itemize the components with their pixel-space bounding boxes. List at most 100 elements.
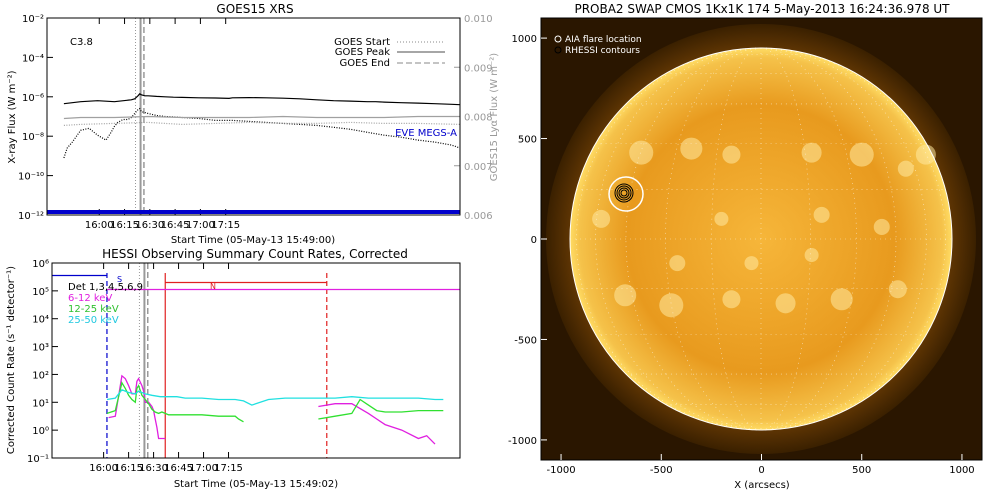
hessi-series-line (106, 381, 244, 423)
hessi-xtick-label: 16:30 (139, 463, 168, 474)
rhessi-contours (614, 183, 634, 203)
goes-ytick-right-label: 0.006 (464, 211, 493, 222)
swap-bright-region (849, 142, 874, 167)
swap-xtick-label: -500 (650, 465, 673, 476)
swap-xtick-label: -1000 (547, 465, 576, 476)
swap-bright-region (629, 140, 654, 165)
hessi-panel: HESSI Observing Summary Count Rates, Cor… (6, 247, 461, 490)
swap-legend: AIA flare location RHESSI contours (554, 35, 642, 56)
goes-ytick-right-label: 0.009 (464, 63, 493, 74)
goes-ytick-label: 10⁻¹² (18, 211, 44, 222)
goes-series-layer (47, 93, 461, 214)
swap-grid-longitude (760, 47, 946, 431)
hessi-ytick-label: 10⁵ (32, 287, 49, 298)
goes-class-label: C3.8 (70, 37, 93, 48)
goes-xlabel: Start Time (05-May-13 15:49:00) (171, 235, 335, 246)
goes-series-line (63, 121, 461, 126)
swap-grid-longitude (576, 47, 762, 431)
hessi-legend-12-25: 12-25 keV (68, 304, 119, 315)
swap-limb-circle (569, 47, 953, 431)
swap-bright-region (714, 211, 729, 226)
goes-legend-peak: GOES Peak (335, 47, 390, 58)
hessi-event-lines (106, 263, 328, 458)
swap-grid-longitude (665, 47, 762, 431)
hessi-legend-6-12: 6-12 keV (68, 293, 112, 304)
goes-ytick-label: 10⁻⁴ (22, 53, 44, 64)
hessi-flag-s: S (117, 275, 122, 284)
goes-ytick-label: 10⁻¹⁰ (18, 172, 44, 183)
swap-bright-region (888, 280, 907, 299)
swap-bright-region (659, 293, 684, 318)
hessi-series-line (318, 398, 444, 420)
swap-bright-region (669, 255, 686, 272)
swap-ytick-label: 500 (518, 135, 537, 146)
swap-xtick-label: 0 (758, 465, 764, 476)
swap-xtick-label: 1000 (949, 465, 974, 476)
goes-eve-label: EVE MEGS-A (395, 128, 457, 139)
goes-ytick-label: 10⁻² (22, 14, 44, 25)
aia-flare-location-circle (608, 176, 644, 212)
swap-grid-longitude (760, 47, 927, 431)
swap-bright-region (614, 284, 637, 307)
hessi-ytick-label: 10¹ (32, 398, 49, 409)
swap-panel: PROBA2 SWAP CMOS 1Kx1K 174 5-May-2013 16… (508, 2, 983, 491)
hessi-ylabel: Corrected Count Rate (s⁻¹ detector⁻¹) (6, 266, 17, 454)
goes-xtick-label: 16:30 (135, 220, 164, 231)
hessi-ytick-label: 10⁰ (32, 426, 49, 437)
goes-legend-end: GOES End (340, 58, 390, 69)
goes-xtick-label: 16:45 (161, 220, 190, 231)
swap-bright-region (722, 145, 741, 164)
hessi-legend: Det 1,3,4,5,6,9 6-12 keV 12-25 keV 25-50… (68, 282, 143, 326)
hessi-xtick-label: 16:45 (164, 463, 193, 474)
goes-ytick-label: 10⁻⁸ (22, 132, 44, 143)
hessi-xtick-label: 16:15 (114, 463, 143, 474)
hessi-legend-det: Det 1,3,4,5,6,9 (68, 282, 143, 293)
swap-tick-layer: -1000 -500 0 500 1000 1000 500 0 -500 -1000 (508, 34, 975, 476)
goes-title: GOES15 XRS (216, 2, 293, 16)
goes-xtick-label: 17:15 (211, 220, 240, 231)
swap-bright-region (804, 248, 819, 263)
hessi-flag-n: N (210, 282, 216, 291)
swap-coordinate-grid (570, 47, 952, 431)
hessi-plot-frame (51, 262, 461, 459)
goes-xtick-label: 16:15 (110, 220, 139, 231)
swap-bright-region (722, 290, 741, 309)
hessi-xtick-label: 17:15 (214, 463, 243, 474)
hessi-xlabel: Start Time (05-May-13 15:49:02) (174, 479, 338, 490)
swap-ytick-label: -500 (514, 335, 537, 346)
swap-bright-region (680, 137, 703, 160)
swap-bright-region (801, 142, 822, 163)
swap-grid-longitude (595, 47, 762, 431)
goes-legend-start: GOES Start (334, 37, 390, 48)
swap-bright-region (592, 209, 611, 228)
swap-bright-region (830, 288, 853, 311)
goes-ylabel: X-ray Flux (W m⁻²) (7, 70, 18, 163)
swap-bright-region (915, 144, 936, 165)
hessi-ytick-label: 10⁶ (32, 259, 49, 270)
goes-ytick-right-label: 0.008 (464, 113, 493, 124)
goes-ytick-label: 10⁻⁶ (22, 93, 44, 104)
hessi-series-layer (52, 274, 460, 445)
hessi-series-line (318, 403, 436, 445)
goes-ylabel-right: GOES15 Lyα Flux (W m⁻²) (489, 53, 500, 181)
goes-ytick-right-label: 0.007 (464, 162, 493, 173)
goes-series-line (63, 115, 460, 120)
swap-bright-region (744, 256, 759, 271)
hessi-ytick-label: 10³ (32, 343, 49, 354)
hessi-ytick-label: 10² (32, 370, 49, 381)
goes-legend: GOES Start GOES Peak GOES End (334, 37, 445, 69)
swap-title: PROBA2 SWAP CMOS 1Kx1K 174 5-May-2013 16… (574, 2, 950, 16)
swap-legend-rhessi-swatch (554, 46, 562, 54)
swap-grid-longitude (760, 47, 811, 431)
swap-bright-region (897, 160, 914, 177)
hessi-xtick-label: 17:00 (189, 463, 218, 474)
hessi-series-line (106, 389, 444, 406)
swap-bright-region (813, 206, 830, 223)
swap-legend-rhessi: RHESSI contours (565, 46, 640, 56)
swap-grid-longitude (711, 47, 762, 431)
hessi-ytick-label: 10⁴ (32, 315, 49, 326)
swap-grid-longitude (760, 47, 857, 431)
hessi-ytick-label: 10⁻¹ (27, 454, 49, 465)
